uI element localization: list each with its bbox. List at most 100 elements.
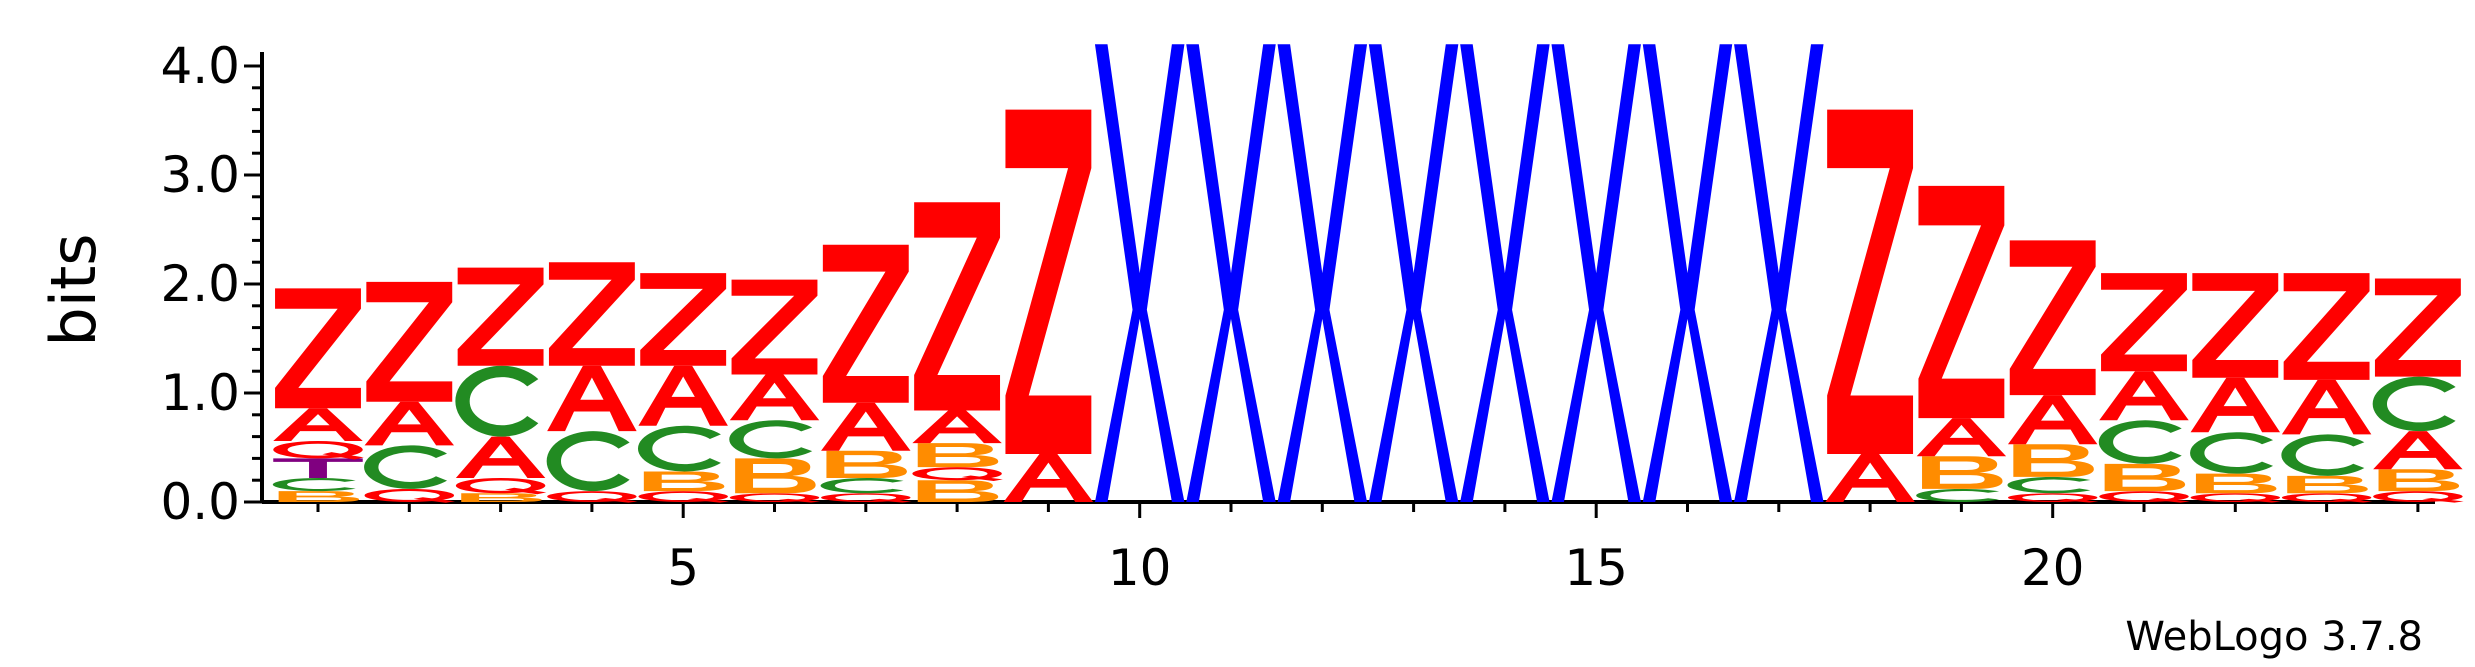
weblogo-credit: WebLogo 3.7.8 [2125,614,2423,660]
logo-letter-B [2195,473,2277,494]
logo-column-9 [1003,109,1094,502]
logo-letter-B [1922,456,2003,489]
x-tick-label: 5 [667,539,699,597]
logo-letter-B [643,471,725,492]
logo-letter-A [729,374,820,421]
logo-letter-C [364,445,448,489]
logo-letter-Z [2192,273,2279,378]
logo-letter-C [455,365,539,437]
logo-letter-Z [822,244,909,403]
logo-letter-A [455,436,546,479]
logo-letter-X [1642,44,1733,502]
logo-letter-X [1551,44,1641,502]
logo-column-14 [1460,44,1550,502]
x-tick-label: 15 [1564,539,1628,597]
logo-letter-C [820,478,904,494]
logo-letter-X [1277,44,1368,502]
logo-letter-A [821,402,911,451]
logo-letter-Q [2281,493,2373,503]
logo-letter-A [364,401,455,446]
x-tick-label: 20 [2021,539,2085,597]
logo-letter-A [638,365,728,426]
logo-column-16 [1642,44,1733,502]
logo-letter-B [2287,475,2368,494]
logo-column-17 [1734,44,1824,502]
logo-letter-Z [2101,273,2187,372]
logo-column-22 [2190,273,2282,503]
logo-letter-Q [364,488,456,503]
logo-column-10 [1094,44,1185,502]
logo-letter-B [461,493,542,502]
logo-letter-X [1734,44,1824,502]
letter-stacks [272,44,2464,503]
logo-column-1 [272,288,364,502]
logo-letter-Z [2009,240,2096,396]
y-axis: 0.0 1.0 2.0 3.0 4.0 [160,37,264,531]
logo-letter-Z [1005,109,1092,455]
logo-letter-A [2007,395,2098,445]
logo-letter-B [917,443,999,468]
y-tick-label: 0.0 [160,473,240,531]
logo-column-11 [1186,44,1276,502]
logo-letter-C [2007,476,2091,494]
logo-letter-A [2099,371,2189,421]
logo-letter-Q [2373,491,2464,503]
logo-letter-A [2190,377,2281,433]
logo-letter-Q [2190,493,2282,503]
logo-letter-Z [548,262,635,366]
y-tick-label: 3.0 [160,146,240,204]
logo-letter-C [637,425,721,472]
logo-letter-A [273,408,363,441]
logo-letter-Z [2374,278,2461,377]
y-tick-label: 4.0 [160,37,240,95]
logo-letter-C [2098,420,2182,464]
logo-letter-B [735,458,816,494]
logo-letter-Q [2007,493,2099,503]
logo-letter-C [272,478,356,492]
logo-letter-A [1003,454,1094,502]
logo-column-23 [2281,273,2373,503]
logo-letter-Q [912,467,1003,482]
logo-letter-A [912,410,1002,444]
logo-letter-Q [729,493,821,503]
y-axis-title: bits [37,233,110,346]
logo-column-21 [2098,273,2190,503]
logo-letter-A [2373,431,2463,470]
logo-letter-Z [275,288,361,409]
logo-letter-C [729,420,813,459]
logo-letter-Z [1827,109,1914,455]
logo-letter-X [1094,44,1185,502]
logo-column-20 [2007,240,2099,503]
logo-column-5 [637,273,729,503]
y-tick-label: 2.0 [160,255,240,313]
logo-letter-B [2013,444,2094,477]
logo-letter-Q [821,493,912,503]
logo-letter-B [2378,469,2460,492]
logo-letter-Q [273,440,364,460]
logo-letter-A [547,365,637,432]
logo-letter-Z [640,273,727,366]
y-tick-label: 1.0 [160,364,240,422]
logo-letter-X [1460,44,1550,502]
logo-letter-T [273,458,363,479]
logo-column-18 [1825,109,1915,502]
logo-letter-A [2281,379,2372,435]
logo-column-3 [455,267,547,502]
logo-letter-Q [2099,491,2190,503]
logo-letter-Z [731,279,818,375]
logo-column-7 [820,244,912,503]
logo-letter-Q [547,491,638,503]
logo-letter-C [2372,376,2456,432]
logo-letter-B [278,491,360,502]
logo-letter-C [1916,488,2000,502]
logo-column-2 [364,281,456,503]
logo-column-24 [2372,278,2464,503]
logo-letter-X [1368,44,1459,502]
logo-column-13 [1368,44,1459,502]
logo-letter-Q [638,491,729,503]
logo-letter-Z [1918,185,2005,419]
logo-column-8 [912,202,1003,502]
logo-letter-A [1916,418,2007,457]
logo-letter-Q [455,478,547,495]
